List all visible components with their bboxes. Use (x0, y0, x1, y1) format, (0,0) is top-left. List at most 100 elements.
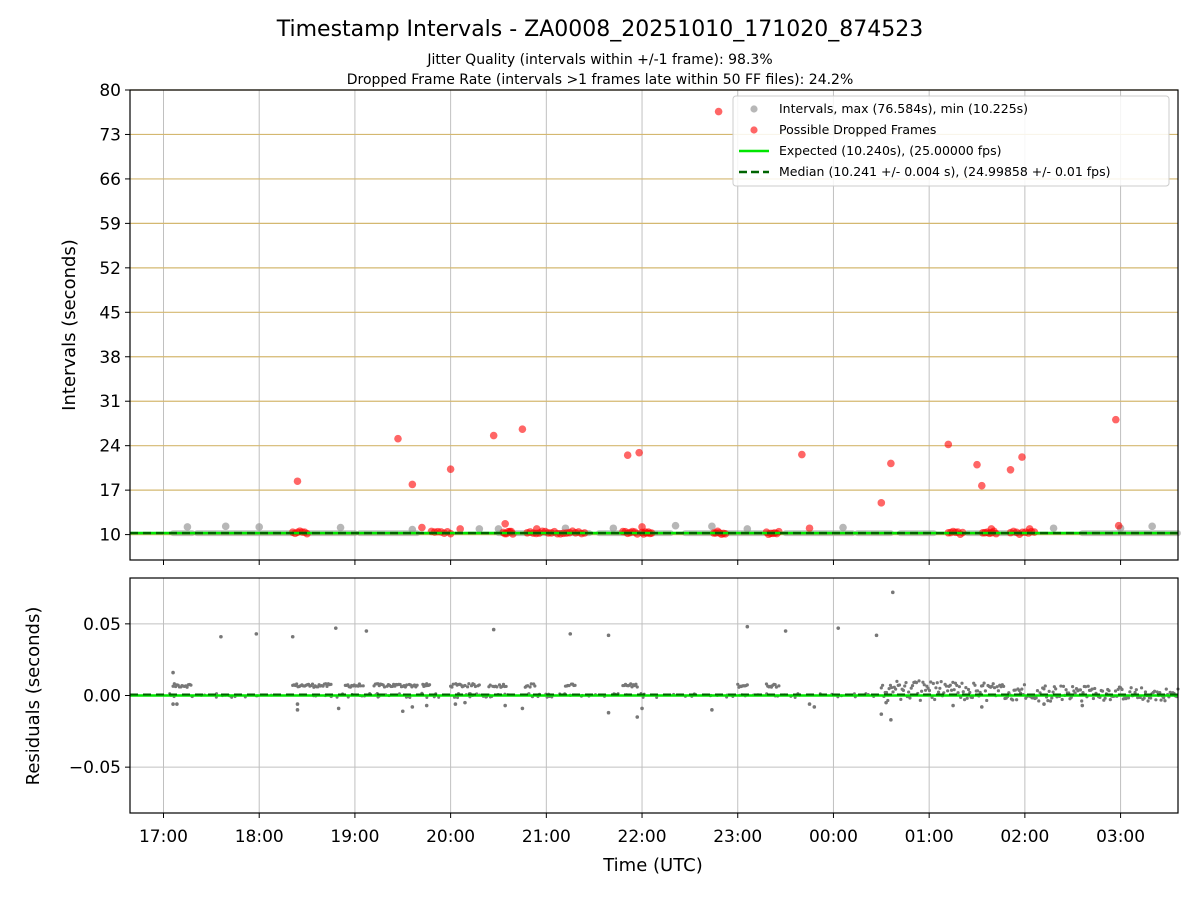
dropped-frame-point (394, 434, 402, 443)
chart-title: Timestamp Intervals - ZA0008_20251010_17… (276, 17, 924, 42)
residual-point (405, 683, 409, 687)
residual-point (171, 702, 175, 706)
residual-point (453, 702, 458, 706)
interval-point (1049, 524, 1058, 533)
chart-subtitle-dropped: Dropped Frame Rate (intervals >1 frames … (347, 72, 854, 88)
residual-point (985, 698, 989, 703)
legend-median-label: Median (10.241 +/- 0.004 s), (24.99858 +… (779, 164, 1110, 179)
residual-point (491, 627, 496, 632)
residual-point (655, 696, 659, 700)
interval-point (336, 523, 345, 532)
residual-point (1158, 690, 1162, 695)
dropped-frame-point (635, 448, 643, 457)
residual-point (996, 689, 1001, 693)
residual-point (1046, 699, 1050, 703)
residual-point (939, 680, 943, 684)
residual-point (1042, 702, 1046, 706)
residual-point (1091, 696, 1096, 701)
legend-frame (732, 95, 1170, 187)
residual-point (1011, 698, 1015, 702)
residual-point (329, 682, 333, 686)
residual-point (634, 682, 638, 686)
x-tick-label: 03:00 (1096, 827, 1145, 847)
residual-point (1037, 699, 1041, 703)
residual-point (881, 683, 885, 687)
dropped-frame-point (418, 523, 426, 532)
top-y-tick-label: 80 (99, 81, 121, 101)
top-panel-axes: 10 17 24 31 38 45 52 59 66 73 80 (99, 81, 1179, 565)
residual-point (899, 697, 903, 701)
x-tick-label: 19:00 (330, 827, 379, 847)
residual-point (889, 718, 893, 722)
residual-point (992, 686, 997, 690)
residual-point (1051, 690, 1055, 694)
residual-point (921, 680, 925, 684)
residual-point (1081, 690, 1085, 695)
residual-point (931, 681, 935, 686)
residual-point (983, 689, 988, 693)
residual-point (410, 705, 415, 709)
chart-subtitle-jitter: Jitter Quality (intervals within +/-1 fr… (426, 52, 772, 68)
residual-point (635, 715, 640, 719)
interval-point (221, 522, 230, 531)
residual-point (995, 685, 999, 689)
top-y-tick-label: 38 (99, 348, 121, 368)
residual-point (1022, 683, 1027, 687)
residual-point (495, 685, 499, 689)
residual-point (450, 685, 454, 689)
dropped-frame-point (408, 480, 417, 489)
dropped-frame-point (887, 459, 895, 468)
dropped-frame-point (638, 523, 646, 531)
dropped-frame-point (489, 431, 498, 440)
top-y-axis-label: Intervals (seconds) (59, 239, 80, 411)
top-y-tick-label: 31 (99, 392, 121, 412)
residual-point (359, 684, 363, 688)
residual-point (427, 683, 432, 687)
residual-point (488, 683, 492, 687)
dropped-frame-point (805, 524, 814, 533)
residual-point (879, 712, 884, 716)
residual-point (520, 706, 525, 711)
bottom-y-axis-label: Residuals (seconds) (23, 607, 44, 786)
residual-point (956, 691, 960, 695)
residual-point (1146, 699, 1150, 703)
top-y-tick-label: 17 (99, 481, 121, 501)
interval-point (609, 524, 618, 533)
residual-point (948, 683, 952, 687)
residual-point (901, 688, 906, 692)
residual-point (745, 683, 749, 687)
dropped-frame-point (518, 425, 527, 433)
residual-point (1086, 684, 1090, 688)
legend-dropped-label: Possible Dropped Frames (779, 122, 936, 137)
dropped-frame-point (775, 527, 783, 536)
residual-point (606, 710, 611, 715)
residual-point (944, 684, 948, 688)
residual-point (1152, 689, 1157, 693)
x-tick-label: 01:00 (905, 827, 954, 847)
residual-point (957, 685, 961, 689)
residual-point (891, 690, 895, 694)
residual-point (890, 685, 894, 690)
residual-point (903, 684, 907, 688)
residual-point (424, 703, 429, 708)
residual-point (951, 703, 955, 708)
residual-point (904, 680, 908, 685)
residual-point (1134, 688, 1138, 692)
dropped-frame-point (623, 451, 632, 460)
interval-point (255, 523, 264, 531)
residual-point (465, 685, 470, 689)
residual-point (1120, 687, 1124, 692)
dropped-frame-point (1006, 466, 1015, 474)
x-tick-label: 00:00 (809, 827, 858, 847)
residual-point (933, 697, 937, 702)
residual-point (1034, 696, 1038, 700)
interval-point (475, 525, 484, 533)
residual-point (1103, 696, 1107, 700)
residual-point (185, 685, 189, 689)
interval-point (839, 523, 847, 532)
residual-point (382, 685, 387, 689)
x-tick-label: 21:00 (522, 827, 571, 847)
residual-point (1129, 686, 1133, 690)
residual-point (1073, 691, 1077, 695)
x-tick-label: 22:00 (618, 827, 667, 847)
